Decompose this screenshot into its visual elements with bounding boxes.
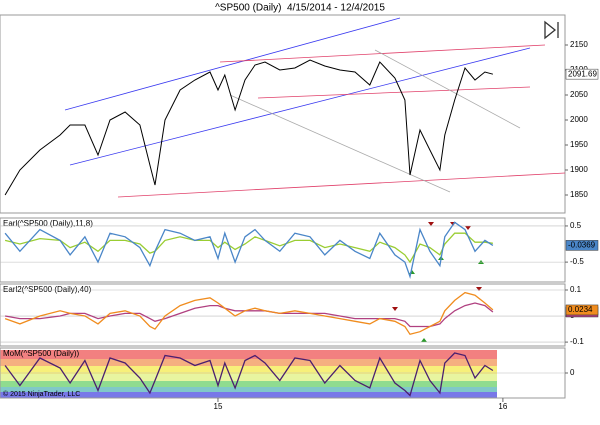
last-value-box [565, 304, 599, 316]
y-tick-label: 0 [570, 368, 575, 377]
last-value-box [565, 240, 599, 251]
earl2-panel [0, 283, 566, 347]
series-line [4, 59, 494, 196]
series-line [4, 291, 494, 336]
y-tick-label: 0.1 [570, 285, 582, 294]
y-tick-label: 1900 [570, 165, 588, 174]
y-tick-label: 2000 [570, 115, 588, 124]
panel-title: MoM(^SP500 (Daily)) [3, 349, 80, 358]
series-line [4, 221, 494, 279]
chart-title: ^SP500 (Daily) 4/15/2014 - 12/4/2015 [215, 3, 385, 14]
mom-bands [0, 350, 497, 398]
panel-title: Earl2(^SP500 (Daily),40) [3, 285, 92, 294]
earl-panel [0, 217, 566, 283]
y-tick-label: 1850 [570, 190, 588, 199]
series-line [4, 232, 493, 264]
y-tick-label: -0.1 [570, 337, 584, 346]
trend-lines [64, 17, 566, 198]
price-panel [0, 14, 566, 214]
last-value-label: 2091.69 [568, 69, 597, 78]
y-tick-label: -0.5 [570, 257, 584, 266]
last-value-box [565, 68, 599, 80]
panel-title: Earl(^SP500 (Daily),11,8) [3, 219, 93, 228]
series-line [4, 352, 494, 397]
y-tick-label: 2050 [570, 90, 588, 99]
last-value-label: -0.0369 [568, 240, 596, 249]
play-icon[interactable] [544, 20, 559, 40]
last-value-label: 0.0234 [568, 305, 593, 314]
y-tick-label: 1950 [570, 140, 588, 149]
y-tick-label: 0.5 [570, 221, 582, 230]
copyright: © 2015 NinjaTrader, LLC [3, 390, 80, 398]
x-tick-label: 15 [214, 402, 223, 411]
y-tick-label: 2150 [570, 40, 588, 49]
x-tick-label: 16 [498, 402, 507, 411]
